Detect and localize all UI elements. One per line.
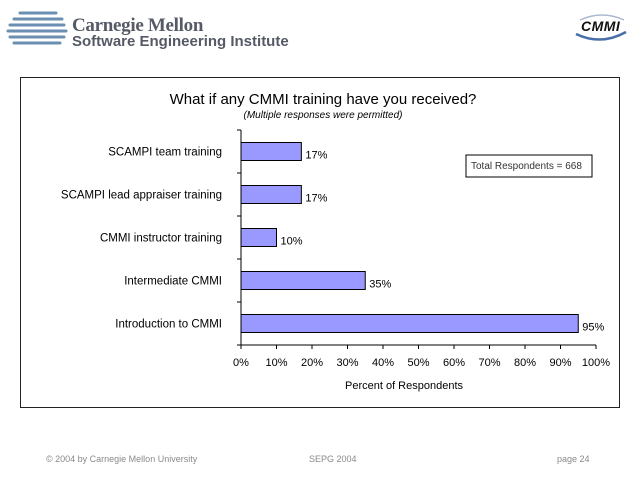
data-label: 95% bbox=[582, 322, 604, 334]
category-label: SCAMPI team training bbox=[108, 147, 222, 159]
x-tick-label: 90% bbox=[549, 357, 571, 369]
total-respondents-annotation: Total Respondents = 668 bbox=[471, 161, 582, 172]
x-tick-label: 10% bbox=[265, 357, 287, 369]
data-label: 35% bbox=[369, 279, 391, 291]
sei-emblem-icon bbox=[6, 11, 68, 45]
category-label: CMMI instructor training bbox=[100, 233, 222, 245]
data-label: 10% bbox=[281, 236, 303, 248]
cmmi-logo-text: CMMI bbox=[581, 18, 621, 34]
x-tick-label: 70% bbox=[478, 357, 500, 369]
footer-copyright: © 2004 by Carnegie Mellon University bbox=[46, 454, 198, 464]
category-label: Intermediate CMMI bbox=[124, 276, 222, 288]
x-tick-label: 100% bbox=[582, 357, 610, 369]
footer-event: SEPG 2004 bbox=[309, 454, 357, 464]
total-respondents-box: Total Respondents = 668 bbox=[465, 154, 593, 178]
sei-logo: Carnegie Mellon Software Engineering Ins… bbox=[6, 8, 306, 52]
org-name: Carnegie Mellon bbox=[72, 15, 204, 36]
category-label: Introduction to CMMI bbox=[115, 319, 222, 331]
org-subname: Software Engineering Institute bbox=[72, 33, 289, 50]
x-axis-label: Percent of Respondents bbox=[345, 380, 464, 392]
bar bbox=[240, 228, 277, 247]
bar bbox=[240, 185, 302, 204]
cmmi-swoosh-icon bbox=[575, 14, 627, 41]
footer-page: page 24 bbox=[557, 454, 590, 464]
data-label: 17% bbox=[305, 193, 327, 205]
plot-area: 0% 10% 20% 30% 40% 50% 60% 70% 80% 90% 100% SCAMPI … bbox=[61, 129, 610, 369]
bar bbox=[240, 142, 302, 161]
data-label: 17% bbox=[305, 150, 327, 162]
category-label: SCAMPI lead appraiser training bbox=[61, 190, 222, 202]
chart-subtitle: (Multiple responses were permitted) bbox=[244, 110, 403, 121]
x-tick-label: 50% bbox=[407, 357, 429, 369]
chart-title: What if any CMMI training have you recei… bbox=[170, 91, 477, 108]
bar bbox=[240, 314, 579, 333]
x-tick-label: 40% bbox=[372, 357, 394, 369]
chart-frame bbox=[20, 77, 620, 408]
bar bbox=[240, 271, 366, 290]
x-tick-label: 80% bbox=[514, 357, 536, 369]
x-tick-label: 0% bbox=[233, 357, 249, 369]
x-tick-label: 60% bbox=[443, 357, 465, 369]
x-tick-label: 20% bbox=[301, 357, 323, 369]
x-tick-label: 30% bbox=[336, 357, 358, 369]
